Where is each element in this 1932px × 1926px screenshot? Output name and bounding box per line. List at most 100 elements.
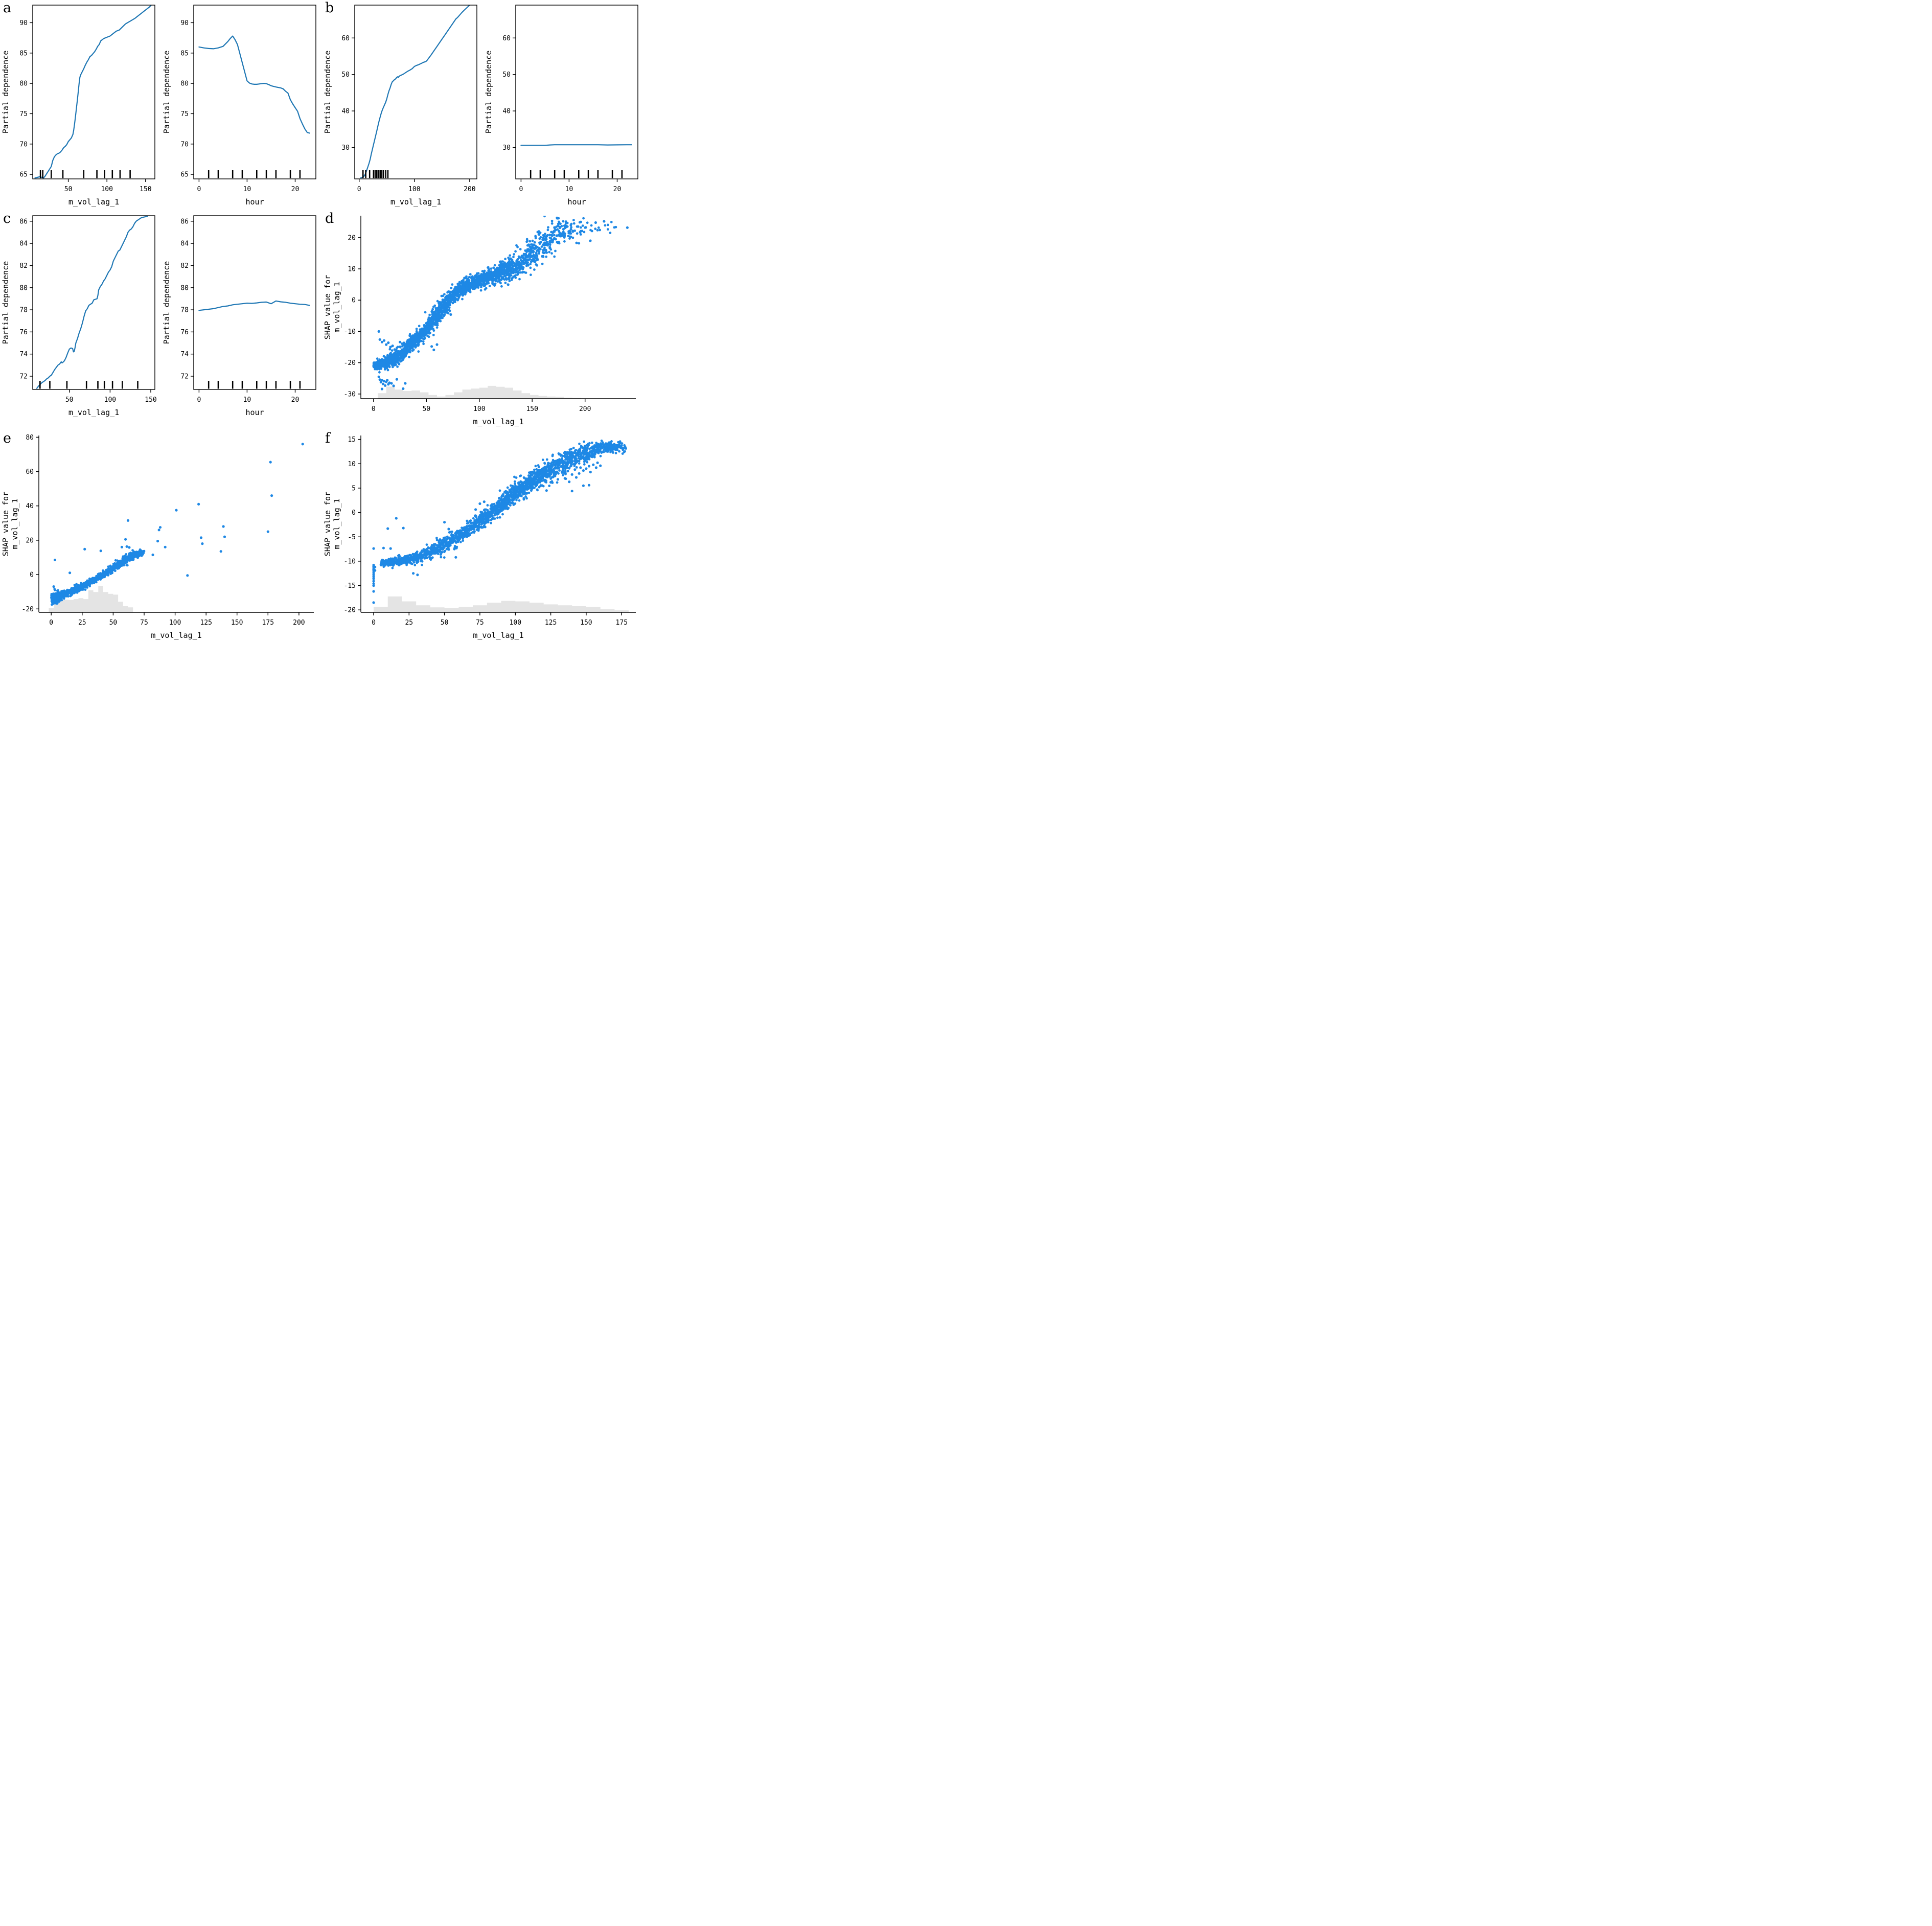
svg-text:80: 80 — [26, 434, 34, 442]
svg-text:30: 30 — [502, 144, 511, 152]
row-bottom: e 0 25 50 75 100 125 150 175 200 -20 0 20 40 60 80 m_vo… — [0, 430, 644, 644]
svg-text:84: 84 — [19, 240, 28, 248]
svg-text:m_vol_lag_1: m_vol_lag_1 — [332, 282, 341, 332]
chart-b-hour-pdp: 0 10 20 30 40 50 60 hour Partial dependence — [484, 5, 638, 207]
svg-text:25: 25 — [78, 619, 86, 627]
svg-text:0: 0 — [519, 186, 523, 193]
svg-text:74: 74 — [19, 351, 28, 358]
svg-text:20: 20 — [613, 186, 622, 193]
panel-b-hour: 0 10 20 30 40 50 60 hour Partial dependence — [483, 0, 644, 211]
svg-text:150: 150 — [526, 405, 538, 413]
panel-a-hour: 0 10 20 65 70 75 80 85 90 hour Partial dependence — [161, 0, 322, 211]
svg-text:80: 80 — [19, 80, 28, 88]
svg-text:10: 10 — [348, 266, 356, 273]
svg-text:82: 82 — [19, 262, 28, 270]
svg-text:0: 0 — [49, 619, 53, 627]
svg-text:40: 40 — [341, 108, 350, 116]
svg-text:SHAP value for: SHAP value for — [1, 492, 10, 556]
svg-text:10: 10 — [243, 186, 251, 193]
svg-text:200: 200 — [579, 405, 591, 413]
svg-text:0: 0 — [197, 396, 201, 404]
svg-text:86: 86 — [19, 218, 28, 225]
svg-text:50: 50 — [422, 405, 430, 413]
svg-text:m_vol_lag_1: m_vol_lag_1 — [390, 197, 441, 207]
svg-text:175: 175 — [262, 619, 274, 627]
svg-text:m_vol_lag_1: m_vol_lag_1 — [151, 631, 201, 640]
svg-text:78: 78 — [19, 307, 28, 314]
svg-text:m_vol_lag_1: m_vol_lag_1 — [68, 197, 119, 207]
svg-text:72: 72 — [19, 373, 28, 381]
svg-text:Partial dependence: Partial dependence — [1, 51, 10, 134]
chart-e-shap-scatter: 0 25 50 75 100 125 150 175 200 -20 0 20 40 60 80 m_vol_… — [1, 434, 314, 640]
svg-text:72: 72 — [180, 373, 189, 381]
panel-label-b: b — [325, 0, 334, 16]
svg-text:65: 65 — [180, 171, 189, 179]
svg-text:20: 20 — [291, 396, 300, 404]
svg-text:50: 50 — [65, 396, 74, 404]
svg-text:50: 50 — [64, 186, 73, 193]
svg-text:60: 60 — [341, 35, 350, 42]
svg-text:m_vol_lag_1: m_vol_lag_1 — [10, 498, 19, 549]
svg-text:20: 20 — [26, 537, 34, 544]
svg-text:50: 50 — [341, 71, 350, 79]
panel-d: d 0 50 100 150 200 -30 -20 -10 0 10 20 m_vol_lag_1 S… — [322, 211, 644, 430]
svg-text:Partial dependence: Partial dependence — [323, 51, 332, 134]
svg-text:90: 90 — [180, 19, 189, 27]
chart-a-hour-pdp: 0 10 20 65 70 75 80 85 90 hour Partial dependence — [162, 5, 316, 207]
panel-c: c 50 100 150 72 74 76 78 80 82 84 86 m_vol_lag_1 Par… — [0, 211, 161, 421]
svg-text:0: 0 — [372, 405, 376, 413]
panel-label-d: d — [325, 211, 334, 226]
svg-text:75: 75 — [180, 110, 189, 118]
svg-text:-20: -20 — [344, 359, 356, 367]
svg-text:80: 80 — [180, 284, 189, 292]
svg-text:125: 125 — [200, 619, 212, 627]
svg-text:hour: hour — [245, 408, 264, 417]
svg-text:50: 50 — [109, 619, 118, 627]
svg-text:100: 100 — [101, 186, 112, 193]
svg-text:75: 75 — [140, 619, 148, 627]
svg-text:40: 40 — [26, 502, 34, 510]
svg-text:100: 100 — [473, 405, 485, 413]
svg-text:80: 80 — [180, 80, 189, 88]
svg-text:-10: -10 — [344, 328, 356, 336]
panel-f: f 0 25 50 75 100 125 150 175 -20 -15 -10 -5 0 5 10 15 m_… — [322, 430, 644, 644]
svg-text:75: 75 — [19, 110, 28, 118]
row-middle: c 50 100 150 72 74 76 78 80 82 84 86 m_vol_lag_1 Par… — [0, 211, 644, 430]
figure: a 50 100 150 65 70 75 80 85 90 m_vol_lag_1 Partial… — [0, 0, 644, 644]
svg-text:82: 82 — [180, 262, 189, 270]
chart-c-hour-pdp: 0 10 20 72 74 76 78 80 82 84 86 hour Partial depende… — [162, 215, 316, 417]
svg-text:0: 0 — [357, 186, 361, 193]
svg-text:70: 70 — [19, 141, 28, 148]
svg-text:20: 20 — [348, 234, 356, 242]
panel-c-hour: 0 10 20 72 74 76 78 80 82 84 86 hour Partial depende… — [161, 211, 322, 421]
svg-text:SHAP value for: SHAP value for — [323, 275, 332, 339]
svg-text:85: 85 — [19, 50, 28, 57]
svg-text:40: 40 — [502, 108, 511, 116]
panel-label-c: c — [3, 211, 11, 226]
svg-text:100: 100 — [104, 396, 116, 404]
svg-text:90: 90 — [19, 19, 28, 27]
chart-a-mvol-pdp: 50 100 150 65 70 75 80 85 90 m_vol_lag_1 Partial d… — [1, 5, 155, 207]
svg-text:100: 100 — [408, 186, 420, 193]
panel-a: a 50 100 150 65 70 75 80 85 90 m_vol_lag_1 Partial… — [0, 0, 161, 211]
svg-text:76: 76 — [19, 329, 28, 336]
svg-text:0: 0 — [352, 297, 356, 305]
row-top: a 50 100 150 65 70 75 80 85 90 m_vol_lag_1 Partial… — [0, 0, 644, 211]
svg-text:150: 150 — [231, 619, 243, 627]
panel-label-f: f — [325, 430, 330, 446]
svg-text:80: 80 — [19, 284, 28, 292]
panel-label-e: e — [3, 430, 11, 446]
svg-text:hour: hour — [245, 197, 264, 207]
svg-text:65: 65 — [19, 171, 28, 179]
svg-text:-30: -30 — [344, 391, 356, 398]
svg-text:Partial dependence: Partial dependence — [484, 51, 493, 134]
chart-f-shap-scatter: 0 25 50 75 100 125 150 175-20-15-10-5051015m_vo… — [323, 435, 636, 640]
chart-d-shap-scatter: 0 50 100 150 200 -30 -20 -10 0 10 20 m_vol_lag_1SHA… — [323, 216, 636, 426]
svg-text:Partial dependence: Partial dependence — [162, 51, 171, 134]
svg-text:200: 200 — [293, 619, 305, 627]
svg-text:0: 0 — [30, 571, 34, 579]
svg-text:Partial dependence: Partial dependence — [162, 261, 171, 345]
svg-text:50: 50 — [502, 71, 511, 79]
svg-text:20: 20 — [291, 186, 300, 193]
svg-text:70: 70 — [180, 141, 189, 148]
